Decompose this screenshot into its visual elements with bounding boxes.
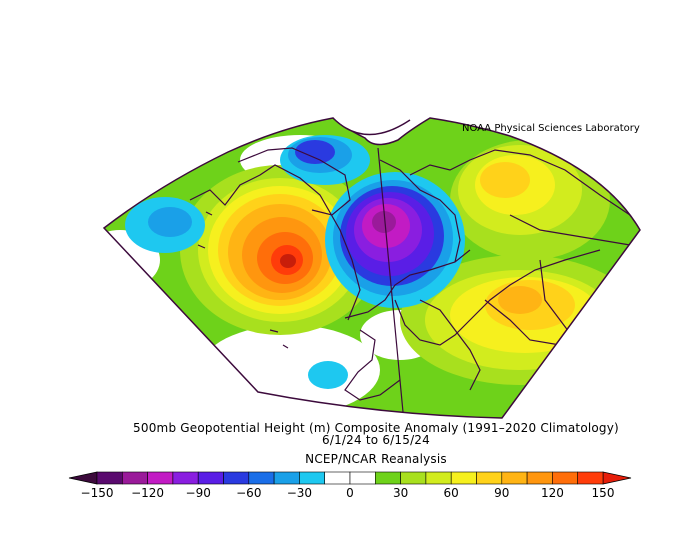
colorbar-tick-label: 90 bbox=[494, 486, 509, 500]
colorbar-tick-label: −120 bbox=[131, 486, 164, 500]
coastlines bbox=[189, 147, 631, 401]
colorbar-swatch bbox=[197, 471, 224, 485]
colorbar-swatch bbox=[299, 471, 325, 485]
colorbar-swatch bbox=[501, 471, 528, 485]
colorbar-tick-label: −150 bbox=[81, 486, 114, 500]
colorbar: −150 −120 −90 −60 −30 0 30 60 90 120 150 bbox=[68, 471, 632, 500]
colorbar-swatch bbox=[476, 471, 503, 485]
colorbar-swatch bbox=[324, 471, 351, 485]
meridian-line bbox=[377, 147, 404, 413]
colorbar-tick-label: 150 bbox=[592, 486, 615, 500]
colorbar-tick-label: 120 bbox=[541, 486, 564, 500]
colorbar-swatch bbox=[349, 471, 376, 485]
colorbar-swatch bbox=[122, 471, 148, 485]
colorbar-swatch bbox=[526, 471, 553, 485]
anomaly-map bbox=[104, 118, 640, 418]
colorbar-swatch bbox=[248, 471, 275, 485]
caption-title: 500mb Geopotential Height (m) Composite … bbox=[133, 421, 619, 435]
colorbar-tick-label: 0 bbox=[346, 486, 354, 500]
colorbar-tick-label: 30 bbox=[393, 486, 408, 500]
colorbar-swatch bbox=[400, 471, 427, 485]
colorbar-swatch bbox=[147, 471, 174, 485]
colorbar-swatch bbox=[96, 471, 123, 485]
credit-label: NOAA Physical Sciences Laboratory bbox=[462, 123, 640, 134]
colorbar-swatch bbox=[273, 471, 300, 485]
colorbar-tick-label: −90 bbox=[186, 486, 211, 500]
colorbar-swatch bbox=[172, 471, 199, 485]
colorbar-swatch bbox=[552, 471, 579, 485]
colorbar-swatch bbox=[450, 471, 477, 485]
colorbar-swatch bbox=[223, 471, 250, 485]
colorbar-swatch bbox=[577, 471, 604, 485]
caption-date-range: 6/1/24 to 6/15/24 bbox=[322, 433, 430, 447]
map-border bbox=[102, 117, 641, 419]
colorbar-tick-label: −60 bbox=[236, 486, 261, 500]
colorbar-high-arrow bbox=[602, 471, 632, 485]
colorbar-swatch bbox=[374, 471, 401, 485]
colorbar-tick-label: −30 bbox=[287, 486, 312, 500]
colorbar-tick-label: 60 bbox=[444, 486, 459, 500]
colorbar-low-arrow bbox=[68, 471, 98, 485]
colorbar-swatch bbox=[425, 471, 452, 485]
caption-source: NCEP/NCAR Reanalysis bbox=[305, 452, 447, 466]
pole-notch bbox=[332, 117, 411, 136]
